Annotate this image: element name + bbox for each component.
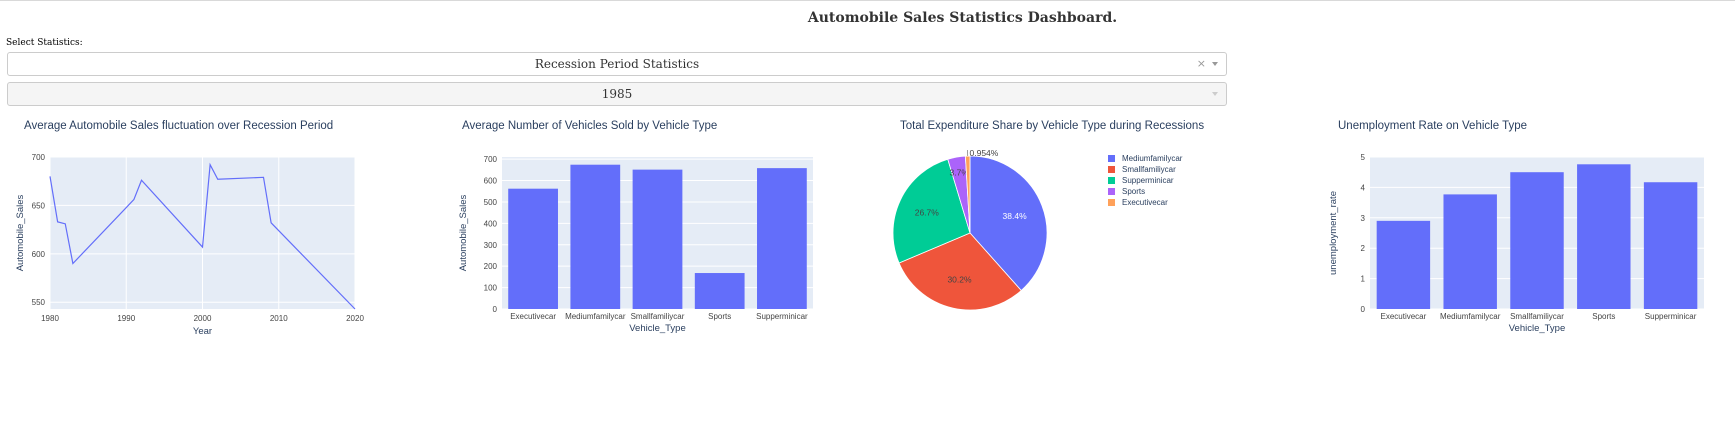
x-tick-label: Sports [1592,312,1615,321]
slice-label: 3.7% [950,167,970,177]
pie-chart-panel: Total Expenditure Share by Vehicle Type … [884,120,1320,380]
year-dropdown-value: 1985 [601,87,633,101]
chart-title: Unemployment Rate on Vehicle Type [1338,120,1527,132]
y-tick-label: 4 [1361,183,1366,192]
legend-label: Supperminicar [1122,176,1174,185]
y-axis-title: unemployment_rate [1328,191,1339,275]
x-axis-title: Year [193,326,212,337]
y-tick-label: 550 [32,298,46,307]
y-tick-label: 0 [493,305,498,314]
legend-label: Smallfamiliycar [1122,165,1176,174]
pie-slice [892,158,971,264]
y-tick-label: 700 [484,155,498,164]
line-chart: Average Automobile Sales fluctuation ove… [15,120,364,337]
y-tick-label: 1 [1361,275,1366,284]
x-tick-label: Supperminicar [756,312,808,321]
chart-title: Total Expenditure Share by Vehicle Type … [900,120,1204,132]
x-tick-label: Supperminicar [1645,312,1697,321]
chart-title: Average Automobile Sales fluctuation ove… [24,120,333,132]
bar [632,169,683,309]
bar-chart-unemployment: Unemployment Rate on Vehicle Type 0 1 2 3 4 5 E… [1328,120,1704,334]
bar [1443,194,1497,309]
slice-label: 26.7% [915,208,940,218]
slice-label: 38.4% [1003,211,1028,221]
statistics-dropdown-value: Recession Period Statistics [534,57,700,71]
line-chart-panel: Average Automobile Sales fluctuation ove… [8,120,444,380]
bar [570,164,621,309]
legend-label: Executivecar [1122,198,1168,207]
year-dropdown[interactable]: 1985 [7,82,1227,106]
x-tick-label: Smallfamiliycar [1510,312,1564,321]
x-tick-label: Executivecar [510,312,556,321]
x-tick-label: Smallfamiliycar [631,312,685,321]
y-tick-label: 600 [32,250,46,259]
top-divider [0,0,1735,1]
y-tick-label: 100 [484,284,498,293]
legend-swatch [1108,166,1115,173]
legend-label: Sports [1122,187,1145,196]
y-tick-label: 300 [484,241,498,250]
y-tick-label: 600 [484,177,498,186]
x-tick-label: Executivecar [1381,312,1427,321]
clear-icon[interactable]: × [1196,57,1206,70]
chart-title: Average Number of Vehicles Sold by Vehic… [462,120,717,132]
x-axis-title: Vehicle_Type [1509,323,1566,334]
y-tick-label: 650 [32,201,46,210]
select-statistics-label: Select Statistics: [6,38,83,48]
legend-label: Mediumfamilycar [1122,154,1183,163]
chevron-down-icon [1212,92,1218,96]
bar [1376,220,1431,309]
legend-swatch [1108,199,1115,206]
y-tick-label: 5 [1361,153,1366,162]
y-axis-title: Automobile_Sales [15,194,26,271]
bar-chart-unemployment-panel: Unemployment Rate on Vehicle Type 0 1 2 3 4 5 E… [1322,120,1735,380]
y-tick-label: 400 [484,219,498,228]
y-axis-title: Automobile_Sales [458,194,469,271]
bar [508,188,558,309]
x-axis-title: Vehicle_Type [629,323,686,334]
pie-chart: Total Expenditure Share by Vehicle Type … [892,120,1204,311]
pie-slice [898,232,1022,311]
y-tick-label: 700 [32,153,46,162]
slice-label: 0.954% [970,148,999,158]
y-tick-label: 200 [484,262,498,271]
bar-chart-sales-panel: Average Number of Vehicles Sold by Vehic… [446,120,882,380]
legend-swatch [1108,155,1115,162]
statistics-dropdown[interactable]: Recession Period Statistics × [7,52,1227,76]
x-tick-label: Mediumfamilycar [565,312,626,321]
x-tick-label: 1980 [41,314,59,323]
bar [757,168,807,309]
bar [1643,182,1698,309]
pie-slice [969,155,1048,292]
y-tick-label: 500 [484,198,498,207]
x-tick-label: 2000 [194,314,212,323]
x-tick-label: 2010 [270,314,288,323]
bar [1510,172,1564,309]
legend-swatch [1108,188,1115,195]
bar-chart-sales: Average Number of Vehicles Sold by Vehic… [458,120,813,334]
x-tick-label: Mediumfamilycar [1440,312,1501,321]
bar [694,273,745,309]
legend-swatch [1108,177,1115,184]
y-tick-label: 2 [1361,244,1366,253]
x-tick-label: 1990 [117,314,135,323]
bar [1577,164,1631,309]
x-tick-label: Sports [708,312,731,321]
y-tick-label: 0 [1361,305,1366,314]
y-tick-label: 3 [1361,214,1366,223]
series-line [49,162,356,310]
dashboard-title: Automobile Sales Statistics Dashboard. [807,10,1118,26]
x-tick-label: 2020 [346,314,364,323]
slice-label: 30.2% [947,275,972,285]
chevron-down-icon[interactable] [1212,62,1218,66]
